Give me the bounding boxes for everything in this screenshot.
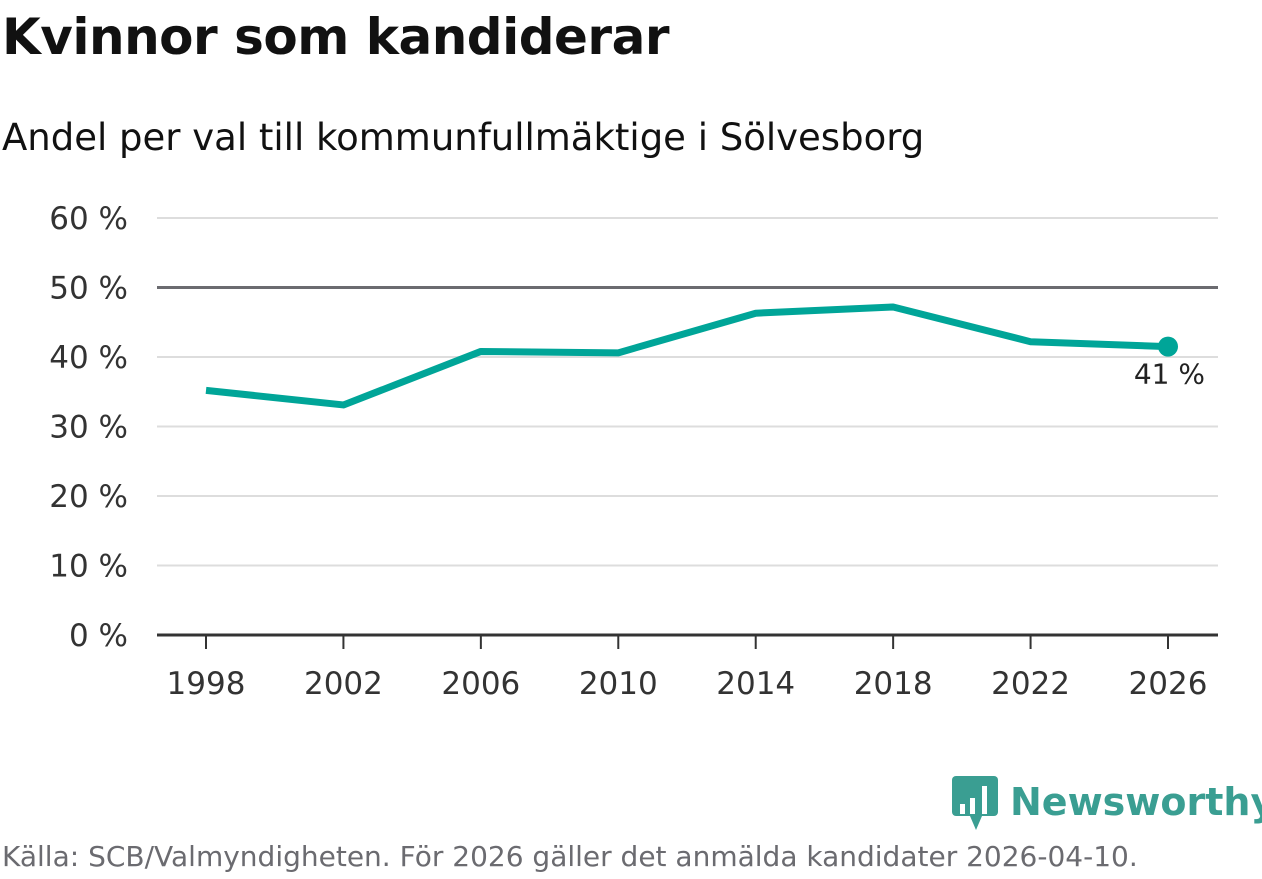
x-tick-label: 2002 bbox=[304, 666, 383, 702]
series-line bbox=[205, 303, 1169, 409]
x-tick-label: 2026 bbox=[1129, 666, 1208, 702]
x-tick-label: 2018 bbox=[854, 666, 933, 702]
x-tick-label: 2022 bbox=[991, 666, 1070, 702]
y-tick-label: 10 % bbox=[49, 549, 128, 585]
source-note: Källa: SCB/Valmyndigheten. För 2026 gäll… bbox=[2, 840, 1138, 873]
newsworthy-logo: Newsworthy bbox=[950, 774, 1262, 830]
end-point-marker bbox=[1158, 336, 1178, 357]
x-tick-label: 2014 bbox=[716, 666, 795, 702]
y-tick-label: 0 % bbox=[69, 618, 128, 654]
x-tick-label: 1998 bbox=[167, 666, 246, 702]
x-tick-label: 2010 bbox=[579, 666, 658, 702]
chart-subtitle: Andel per val till kommunfullmäktige i S… bbox=[2, 116, 925, 159]
x-tick-label: 2006 bbox=[441, 666, 520, 702]
line-chart: 0 % 10 % 20 % 30 % 40 % 50 % 60 % 1998 2002 2006 2… bbox=[49, 201, 1218, 702]
y-tick-label: 30 % bbox=[49, 410, 128, 446]
logo-text: Newsworthy bbox=[1010, 780, 1262, 824]
logo-icon bbox=[952, 776, 998, 830]
y-tick-label: 60 % bbox=[49, 201, 128, 237]
y-tick-label: 40 % bbox=[49, 340, 128, 376]
chart-title: Kvinnor som kandiderar bbox=[2, 8, 669, 66]
y-tick-label: 20 % bbox=[49, 479, 128, 515]
end-value-label: 41 % bbox=[1134, 358, 1205, 391]
y-tick-label: 50 % bbox=[49, 271, 128, 307]
